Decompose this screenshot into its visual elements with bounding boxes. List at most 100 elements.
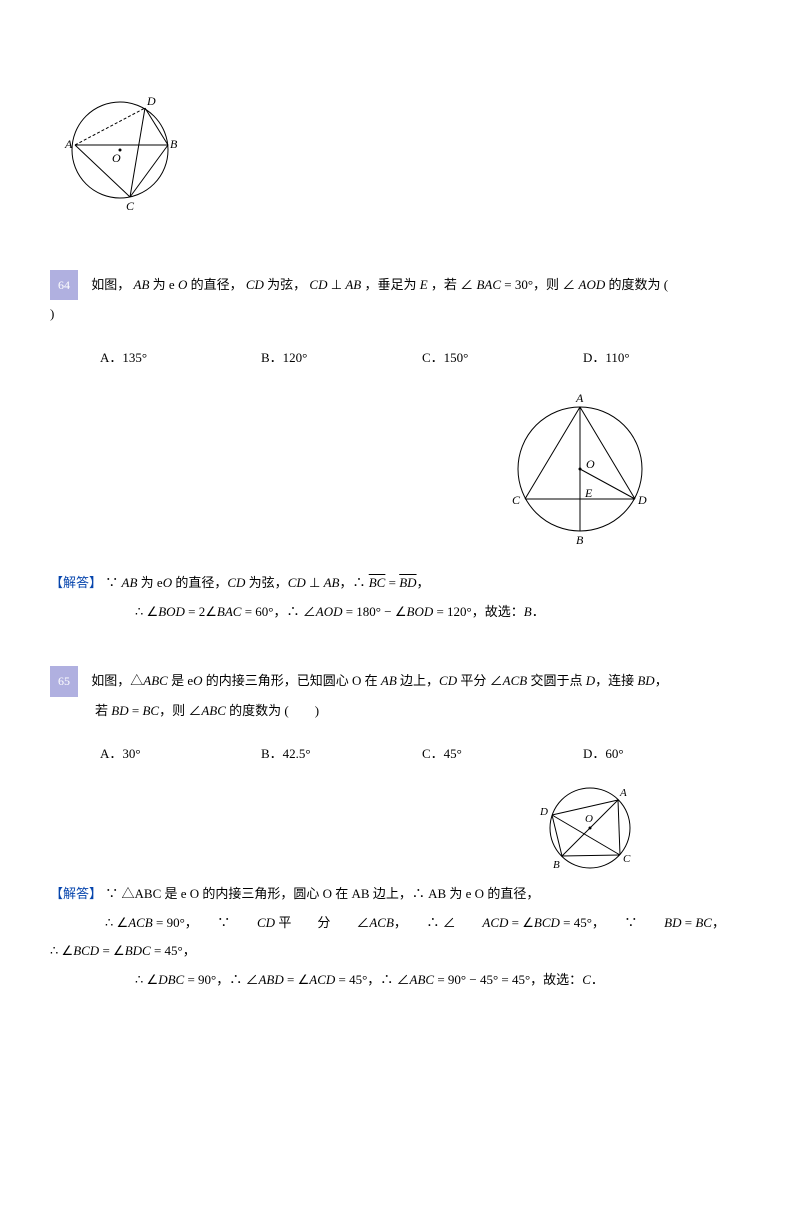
text: ABC <box>143 673 168 688</box>
svg-text:B: B <box>553 859 560 871</box>
q64-answer-2: ∴ ∠BOD = 2∠BAC = 60°，∴ ∠AOD = 180° − ∠BO… <box>135 598 744 627</box>
text: BD <box>399 575 416 590</box>
text: BD <box>111 703 128 718</box>
svg-text:O: O <box>585 813 593 825</box>
text: 如图， <box>91 277 130 292</box>
text: ACB <box>128 915 153 930</box>
text: CD <box>288 575 306 590</box>
text: AB <box>345 277 361 292</box>
q64-close: ) <box>50 300 744 329</box>
text: = 45°，∴ ∠ <box>335 972 409 987</box>
q64-options: A．135° B．120° C．150° D．110° <box>100 347 744 366</box>
svg-text:A: A <box>64 137 73 151</box>
text: = 120°，故选： <box>433 604 524 619</box>
text: ACB <box>503 673 528 688</box>
text: ，若 ∠ <box>431 277 473 292</box>
text: 边上， <box>397 673 439 688</box>
option-b[interactable]: B．120° <box>261 347 422 366</box>
text: = <box>129 703 143 718</box>
text: D <box>586 673 595 688</box>
text: = <box>682 915 696 930</box>
q65-number: 65 <box>50 666 78 696</box>
diagram-1: A B C D O <box>50 90 190 220</box>
text: ABC <box>410 972 435 987</box>
text: ACD <box>482 915 508 930</box>
option-a[interactable]: A．135° <box>100 347 261 366</box>
option-a[interactable]: A．30° <box>100 743 261 762</box>
text: 平分 ∠ <box>457 673 503 688</box>
text: 的直径， <box>191 277 243 292</box>
text: 为 e <box>137 575 162 590</box>
text: BCD <box>534 915 560 930</box>
text: = 180° − ∠ <box>342 604 406 619</box>
text: C <box>582 972 591 987</box>
text: AB <box>381 673 397 688</box>
svg-text:C: C <box>126 199 135 213</box>
text: ． <box>591 972 604 987</box>
text: BC <box>142 703 159 718</box>
text: BOD <box>407 604 434 619</box>
text: O <box>193 673 202 688</box>
text: 是 e <box>168 673 193 688</box>
answer-label: 【解答】 <box>50 886 102 901</box>
text: = <box>385 575 399 590</box>
text: BD <box>664 915 681 930</box>
text: O <box>163 575 172 590</box>
text: = 45°， <box>151 943 196 958</box>
text: AOD <box>579 277 606 292</box>
text: E <box>420 277 428 292</box>
text: = 2∠ <box>185 604 217 619</box>
text: ∴ ∠ <box>50 943 73 958</box>
q65-answer-1: 【解答】 ∵ △ABC 是 e O 的内接三角形，圆心 O 在 AB 边上，∴ … <box>50 880 744 909</box>
figure-q64: A B C D E O <box>500 384 744 554</box>
text: 的度数为 ( <box>609 277 669 292</box>
option-d[interactable]: D．60° <box>583 743 744 762</box>
text: = 30°，则 ∠ <box>504 277 575 292</box>
text: CD <box>309 277 327 292</box>
text: = ∠ <box>99 943 125 958</box>
option-b[interactable]: B．42.5° <box>261 743 422 762</box>
text: ，∴ <box>339 575 368 590</box>
text: = 45°， ∵ <box>560 915 638 930</box>
question-65: 65 如图，△ABC 是 eO 的内接三角形，已知圆心 O 在 AB 边上，CD… <box>50 666 744 994</box>
text: 的内接三角形，已知圆心 O 在 <box>203 673 381 688</box>
svg-text:D: D <box>539 806 548 818</box>
text: ∴ ∠ <box>135 972 158 987</box>
q65-options: A．30° B．42.5° C．45° D．60° <box>100 743 744 762</box>
svg-text:A: A <box>575 391 584 405</box>
text: ． <box>532 604 545 619</box>
q64-answer-1: 【解答】 ∵ AB 为 eO 的直径，CD 为弦，CD ⊥ AB，∴ BC = … <box>50 569 744 598</box>
diagram-q64: A B C D E O <box>500 384 660 554</box>
text: ACB <box>369 915 394 930</box>
question-64: 64 如图， AB 为 e O 的直径， CD 为弦， CD ⊥ AB ，垂足为… <box>50 270 744 626</box>
text: BD <box>637 673 654 688</box>
q65-stem-2: 若 BD = BC，则 ∠ABC 的度数为 ( ) <box>95 697 744 726</box>
text: = ∠ <box>508 915 534 930</box>
figure-q65: A B C D O <box>530 780 744 880</box>
text: = 90°， ∵ <box>153 915 231 930</box>
svg-text:E: E <box>584 486 593 500</box>
option-c[interactable]: C．150° <box>422 347 583 366</box>
text: CD <box>227 575 245 590</box>
text: ，垂足为 <box>364 277 419 292</box>
text: BCD <box>73 943 99 958</box>
text: 为弦， <box>267 277 306 292</box>
svg-text:A: A <box>619 787 627 799</box>
text: = 90° − 45° = 45°，故选： <box>434 972 582 987</box>
figure-1: A B C D O <box>50 90 744 220</box>
text: ∵ △ABC 是 e O 的内接三角形，圆心 O 在 AB 边上，∴ AB 为 … <box>105 886 539 901</box>
q64-number: 64 <box>50 270 78 300</box>
svg-text:D: D <box>146 94 156 108</box>
option-d[interactable]: D．110° <box>583 347 744 366</box>
text: 的直径， <box>172 575 227 590</box>
diagram-q65: A B C D O <box>530 780 650 880</box>
option-c[interactable]: C．45° <box>422 743 583 762</box>
text: ∴ ∠ <box>135 604 158 619</box>
q65-answer-2: ∴ ∠ACB = 90°， ∵ CD 平 分 ∠ACB， ∴ ∠ ACD = ∠… <box>105 909 725 938</box>
text: AB <box>134 277 150 292</box>
svg-text:O: O <box>586 457 595 471</box>
text: 为 e <box>153 277 175 292</box>
text: ⊥ <box>331 277 346 292</box>
text: CD <box>246 277 264 292</box>
svg-text:C: C <box>623 853 631 865</box>
